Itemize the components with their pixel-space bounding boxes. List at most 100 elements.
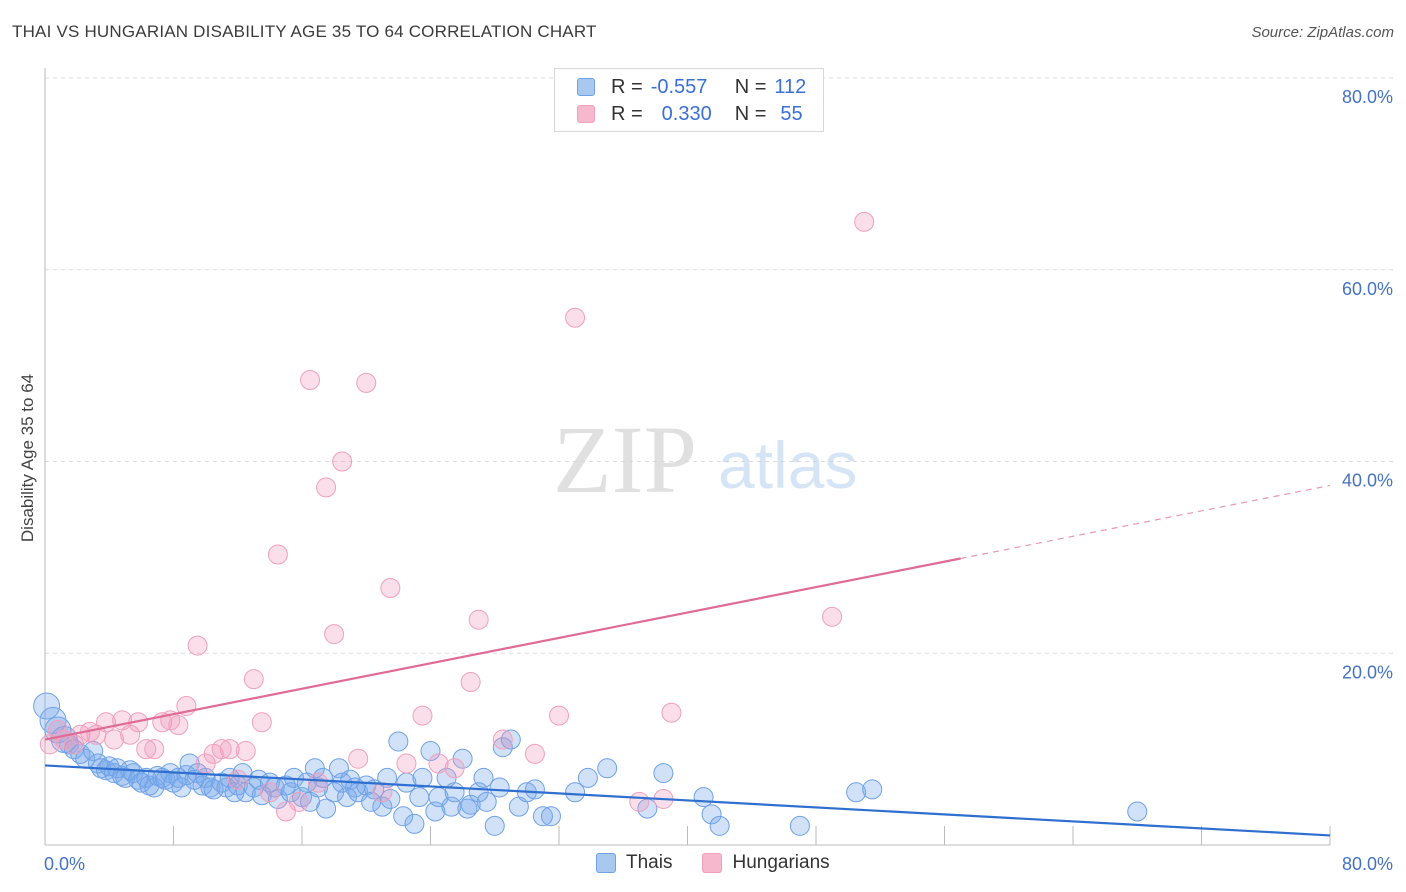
y-tick-label: 80.0%	[1342, 87, 1393, 107]
series-legend-thais: Thais	[596, 852, 672, 874]
hungarians-point	[243, 669, 264, 690]
hungarians-point	[300, 370, 321, 391]
hungarians-point	[288, 791, 309, 812]
thais-point	[476, 791, 497, 812]
thais-point	[492, 737, 513, 758]
series-legend-swatch-thais	[596, 853, 616, 873]
chart-source: Source: ZipAtlas.com	[1251, 24, 1394, 41]
correlation-legend: R = -0.557 N = 112 R = 0.330 N = 55	[554, 68, 824, 132]
thais-point	[203, 779, 224, 800]
hungarians-point	[412, 705, 433, 726]
thais-point	[500, 729, 521, 750]
legend-r-value: -0.557	[650, 75, 708, 98]
legend-n-value: 55	[780, 102, 803, 125]
thais-point	[846, 782, 867, 803]
hungarians-point	[219, 739, 240, 760]
thais-point	[1127, 801, 1148, 822]
hungarians-point	[259, 782, 280, 803]
hungarians-point	[822, 606, 843, 627]
hungarians-point	[235, 741, 256, 762]
series-legend-label: Thais	[626, 852, 673, 873]
hungarians-point	[187, 635, 208, 656]
thais-point	[409, 787, 430, 808]
legend-n-label: N =	[734, 102, 767, 125]
thais-point	[412, 767, 433, 788]
hungarians-point	[324, 624, 345, 645]
series-legend-swatch-hungarians	[702, 853, 723, 873]
legend-r-value: 0.330	[661, 102, 712, 125]
thais-point	[701, 804, 722, 825]
hungarians-point	[396, 753, 417, 774]
hungarians-point	[348, 748, 369, 769]
thais-point	[709, 815, 730, 836]
thais-point	[380, 788, 401, 809]
hungarians-point	[144, 739, 165, 760]
hungarians-point	[136, 739, 157, 760]
legend-r-label: R =	[611, 75, 643, 98]
thais-point	[404, 813, 425, 834]
thais-point	[862, 779, 883, 800]
hungarians-point	[444, 758, 465, 779]
thais-point	[577, 767, 598, 788]
legend-row-hungarians: R = 0.330 N = 55	[577, 102, 803, 126]
watermark-atlas: atlas	[718, 428, 857, 502]
hungarians-trend-line	[44, 557, 961, 741]
thais-point	[540, 806, 561, 827]
thais-point	[316, 798, 337, 819]
thais-point	[444, 782, 465, 803]
hungarians-point	[168, 715, 189, 736]
y-tick-label: 20.0%	[1342, 662, 1393, 682]
thais-point	[372, 796, 393, 817]
thais-point	[457, 798, 478, 819]
hungarians-point	[211, 739, 232, 760]
legend-r-label: R =	[611, 102, 643, 125]
hungarians-point	[356, 372, 377, 393]
series-legend: Thais Hungarians	[596, 852, 860, 874]
hungarians-point	[332, 451, 353, 472]
thais-point	[524, 779, 545, 800]
hungarians-point	[492, 729, 513, 750]
x-tick-label: 80.0%	[1342, 854, 1393, 874]
thais-point	[489, 777, 510, 798]
thais-point	[653, 763, 674, 784]
thais-point	[200, 777, 221, 798]
chart-title: THAI VS HUNGARIAN DISABILITY AGE 35 TO 6…	[12, 22, 597, 41]
hungarians-point	[372, 782, 393, 803]
hungarians-point	[267, 544, 288, 565]
y-axis-label: Disability Age 35 to 64	[18, 374, 37, 542]
hungarians-point	[565, 307, 586, 328]
thais-point	[473, 767, 494, 788]
watermark-zip: ZIP	[553, 406, 697, 513]
thais-point	[251, 785, 272, 806]
hungarians-point	[468, 609, 489, 630]
legend-swatch-hungarians	[577, 105, 595, 123]
hungarians-point	[227, 769, 248, 790]
legend-n-label: N =	[734, 75, 767, 98]
y-tick-label: 40.0%	[1342, 471, 1393, 491]
hungarians-point	[47, 719, 68, 740]
legend-swatch-thais	[577, 78, 595, 96]
x-tick-label: 0.0%	[44, 854, 85, 874]
hungarians-point	[120, 724, 141, 745]
thais-point	[597, 758, 618, 779]
thais-point	[33, 692, 61, 720]
thais-point	[420, 741, 441, 762]
thais-trend-line	[44, 764, 1331, 837]
hungarians-point	[460, 672, 481, 693]
thais-point	[308, 777, 329, 798]
thais-point	[484, 815, 505, 836]
thais-point	[83, 741, 104, 762]
hungarians-point	[524, 743, 545, 764]
thais-point	[565, 782, 586, 803]
thais-point	[393, 806, 414, 827]
thais-point	[789, 815, 810, 836]
hungarians-point	[854, 211, 875, 232]
hungarians-point	[251, 712, 272, 733]
legend-n-value: 112	[774, 75, 807, 98]
thais-point	[171, 777, 192, 798]
hungarians-trend-extension	[960, 484, 1331, 560]
hungarians-point	[629, 791, 650, 812]
hungarians-point	[316, 477, 337, 498]
hungarians-point	[104, 729, 125, 750]
